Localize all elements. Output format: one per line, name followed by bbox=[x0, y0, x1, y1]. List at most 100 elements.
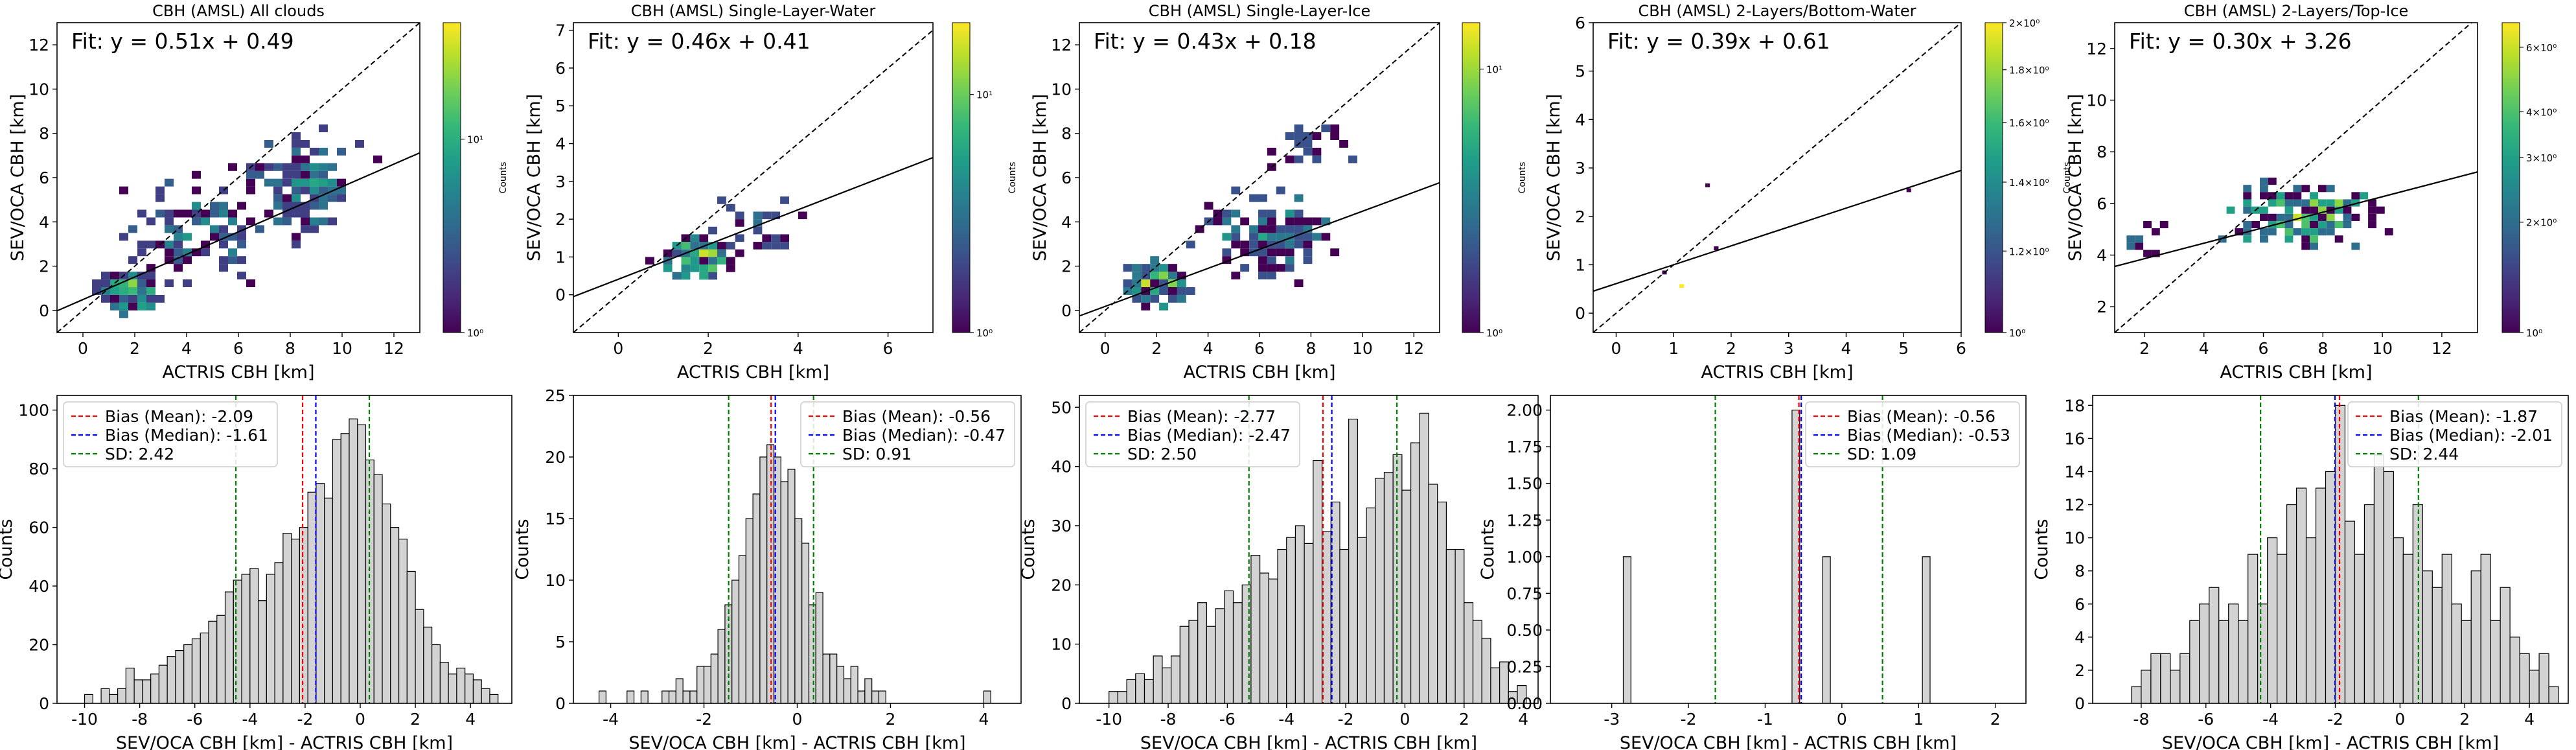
heatmap-cell bbox=[301, 155, 310, 163]
heatmap-cell bbox=[146, 217, 155, 226]
heatmap-cell bbox=[1141, 279, 1151, 288]
y-tick-label: 12 bbox=[1051, 36, 1072, 54]
heatmap-cell bbox=[328, 178, 337, 187]
x-tick-label: 2 bbox=[2139, 339, 2150, 358]
y-axis-label: SEV/OCA CBH [km] bbox=[2065, 94, 2086, 261]
heatmap-cell bbox=[1231, 272, 1241, 280]
heatmap-cell bbox=[1303, 256, 1313, 264]
heatmap-cell bbox=[1906, 188, 1911, 193]
heatmap-cell bbox=[708, 257, 717, 265]
heatmap-cell bbox=[1159, 287, 1169, 295]
heatmap-cell bbox=[1285, 217, 1294, 226]
heatmap-cell bbox=[2135, 235, 2144, 243]
y-axis-label: SEV/OCA CBH [km] bbox=[1544, 94, 1564, 261]
y-tick-label: 6 bbox=[555, 59, 566, 78]
heatmap-cell bbox=[92, 279, 101, 288]
heatmap-cell bbox=[771, 234, 781, 242]
heatmap-cell bbox=[2260, 213, 2268, 221]
histogram-bar bbox=[1294, 525, 1305, 703]
heatmap-cell bbox=[2260, 192, 2268, 200]
histogram-bar bbox=[1490, 667, 1501, 703]
histogram-bar bbox=[864, 678, 873, 703]
heatmap-cell bbox=[753, 219, 763, 227]
y-tick-label: 80 bbox=[29, 460, 49, 478]
histogram-bar bbox=[815, 592, 823, 703]
heatmap-cell bbox=[219, 209, 228, 218]
heatmap-cell bbox=[1159, 272, 1169, 280]
x-tick-label: -6 bbox=[2198, 710, 2214, 729]
histogram-bar bbox=[332, 439, 341, 703]
heatmap-cell bbox=[1276, 240, 1285, 249]
heatmap-cell bbox=[2243, 199, 2252, 207]
histogram-bar bbox=[349, 418, 358, 703]
heatmap-cell bbox=[1177, 272, 1186, 280]
heatmap-cell bbox=[2159, 220, 2168, 229]
heatmap-cell bbox=[301, 225, 310, 233]
heatmap-cell bbox=[2293, 228, 2302, 236]
colorbar-tick-label: 10¹ bbox=[976, 89, 993, 101]
x-tick-label: 1 bbox=[1668, 339, 1679, 358]
heatmap-cell bbox=[237, 202, 246, 210]
heatmap-cell bbox=[726, 264, 735, 272]
y-tick-label: 50 bbox=[1051, 398, 1072, 417]
y-tick-label: 18 bbox=[2064, 396, 2085, 415]
y-tick-label: 15 bbox=[545, 510, 566, 528]
heatmap-cell bbox=[1168, 287, 1177, 295]
x-tick-label: 0 bbox=[1100, 339, 1110, 358]
heatmap-cell bbox=[292, 233, 301, 241]
heatmap-cell bbox=[708, 226, 717, 235]
heatmap-cell bbox=[1159, 264, 1169, 272]
heatmap-cell bbox=[2310, 242, 2318, 250]
heatmap-cell bbox=[726, 242, 735, 250]
histogram-bar bbox=[142, 679, 152, 703]
heatmap-cell bbox=[672, 272, 682, 280]
heatmap-cell bbox=[301, 139, 310, 148]
heatmap-cell bbox=[2317, 213, 2327, 221]
heatmap-cell bbox=[292, 155, 301, 163]
colorbar-tick-label: 1.6×10⁰ bbox=[2009, 117, 2049, 129]
histogram-bar bbox=[2228, 604, 2239, 703]
heatmap-cell bbox=[192, 202, 201, 210]
heatmap-cell bbox=[210, 225, 219, 233]
heatmap-cell bbox=[337, 186, 346, 194]
heatmap-cell bbox=[2293, 213, 2302, 221]
heatmap-cell bbox=[2310, 206, 2318, 214]
legend-label: Bias (Mean): -2.77 bbox=[1127, 407, 1276, 426]
heatmap-cell bbox=[137, 294, 146, 303]
heatmap-cell bbox=[219, 186, 228, 194]
y-tick-label: 2 bbox=[39, 257, 49, 276]
x-tick-label: 2 bbox=[703, 339, 713, 358]
heatmap-cell bbox=[762, 234, 772, 242]
heatmap-cell bbox=[2284, 213, 2294, 221]
colorbar-tick-label: 10⁰ bbox=[1486, 327, 1502, 339]
y-tick-label: 6 bbox=[2075, 595, 2085, 614]
heatmap-cell bbox=[2235, 228, 2244, 236]
y-tick-label: 2 bbox=[1061, 257, 1072, 276]
heatmap-cell bbox=[2260, 228, 2268, 236]
y-tick-label: 0 bbox=[1061, 301, 1072, 320]
histogram-bar bbox=[183, 644, 193, 703]
colorbar-tick-label: 1.2×10⁰ bbox=[2009, 246, 2049, 257]
histogram-bar bbox=[1117, 691, 1127, 703]
heatmap-cell bbox=[165, 178, 174, 187]
heatmap-cell bbox=[2293, 199, 2302, 207]
histogram-bar bbox=[133, 679, 143, 703]
x-tick-label: -6 bbox=[187, 710, 203, 729]
histogram-bar bbox=[2209, 587, 2220, 703]
heatmap-cell bbox=[2260, 206, 2268, 214]
y-tick-label: 0 bbox=[39, 301, 49, 320]
heatmap-cell bbox=[690, 264, 700, 272]
heatmap-cell bbox=[2293, 192, 2302, 200]
x-tick-label: -3 bbox=[1604, 710, 1620, 729]
heatmap-cell bbox=[237, 240, 246, 249]
histogram-bar bbox=[689, 690, 698, 703]
heatmap-cell bbox=[2260, 235, 2268, 243]
histogram-bar bbox=[274, 562, 284, 703]
heatmap-cell bbox=[282, 178, 292, 187]
heatmap-cell bbox=[1294, 155, 1304, 163]
histogram-bar bbox=[1304, 543, 1314, 703]
heatmap-cell bbox=[2126, 242, 2135, 250]
heatmap-cell bbox=[1267, 272, 1276, 280]
heatmap-cell bbox=[246, 170, 255, 179]
heatmap-cell bbox=[1321, 233, 1331, 241]
